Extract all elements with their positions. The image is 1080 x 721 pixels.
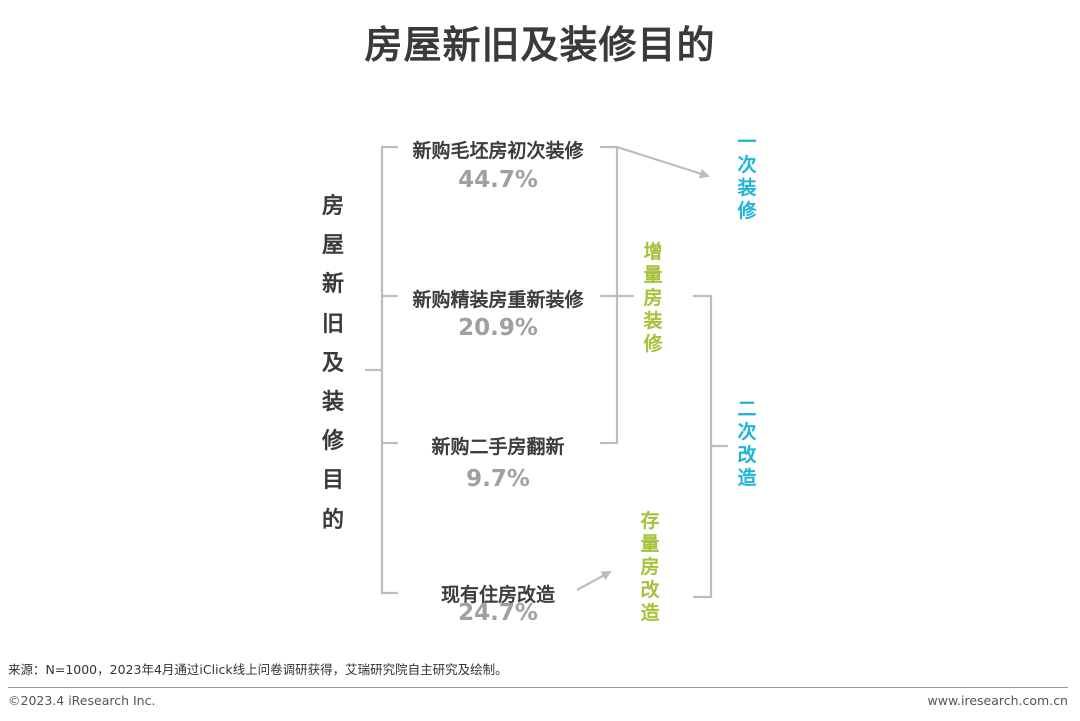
second-renovation-char: 造 <box>737 467 757 489</box>
stock-char: 量 <box>640 533 660 555</box>
arrow-to-stock <box>576 571 612 591</box>
item-label-new-rough: 新购毛坯房初次装修 <box>412 140 584 162</box>
stock-char: 房 <box>640 556 660 578</box>
root-char: 的 <box>321 507 344 533</box>
first-decoration-char: 一 <box>737 131 757 153</box>
website-link[interactable]: www.iresearch.com.cn <box>927 693 1069 708</box>
incremental-char: 修 <box>643 333 663 355</box>
root-char: 旧 <box>321 311 344 337</box>
item-label-new-finished: 新购精装房重新装修 <box>412 289 584 311</box>
first-decoration-label: 一 次 装 修 <box>734 133 760 225</box>
second-renovation-bracket <box>693 294 713 599</box>
root-char: 目 <box>321 468 344 494</box>
incremental-char: 装 <box>643 310 663 332</box>
second-renovation-char: 次 <box>737 421 757 443</box>
root-label: 房 屋 新 旧 及 装 修 目 的 <box>318 194 348 549</box>
root-char: 修 <box>321 429 344 455</box>
item-percent-new-finished: 20.9% <box>458 315 538 341</box>
stock-char: 造 <box>640 602 660 624</box>
stock-char: 存 <box>640 510 660 532</box>
incremental-label: 增 量 房 装 修 <box>640 243 666 358</box>
page-title: 房屋新旧及装修目的 <box>364 23 716 67</box>
first-decoration-char: 装 <box>737 177 757 199</box>
second-renovation-char: 二 <box>737 398 757 420</box>
item-label-second-hand: 新购二手房翻新 <box>431 436 565 458</box>
first-decoration-char: 修 <box>737 200 757 222</box>
copyright: ©2023.4 iResearch Inc. <box>8 693 156 708</box>
root-char: 房 <box>321 194 344 219</box>
item-percent-new-rough: 44.7% <box>458 167 538 193</box>
incremental-char: 量 <box>643 264 663 286</box>
stock-label: 存 量 房 改 造 <box>637 512 663 627</box>
root-bracket <box>380 145 398 595</box>
second-renovation-char: 改 <box>737 444 757 466</box>
arrow-to-first-decoration <box>616 145 710 179</box>
first-decoration-char: 次 <box>737 154 757 176</box>
incremental-char: 增 <box>643 241 663 263</box>
stock-char: 改 <box>640 579 660 601</box>
root-char: 装 <box>321 389 344 415</box>
root-char: 屋 <box>321 233 344 259</box>
item-percent-existing: 24.7% <box>458 600 538 626</box>
item-label-existing: 现有住房改造 <box>440 584 555 606</box>
second-renovation-label: 二 次 改 造 <box>734 400 760 492</box>
root-char: 新 <box>321 272 344 298</box>
incremental-char: 房 <box>643 287 663 309</box>
item-percent-second-hand: 9.7% <box>466 466 530 492</box>
source-note: 来源：N=1000，2023年4月通过iClick线上问卷调研获得，艾瑞研究院自… <box>8 662 508 677</box>
root-char: 及 <box>321 350 344 376</box>
footer-divider <box>8 687 1068 688</box>
